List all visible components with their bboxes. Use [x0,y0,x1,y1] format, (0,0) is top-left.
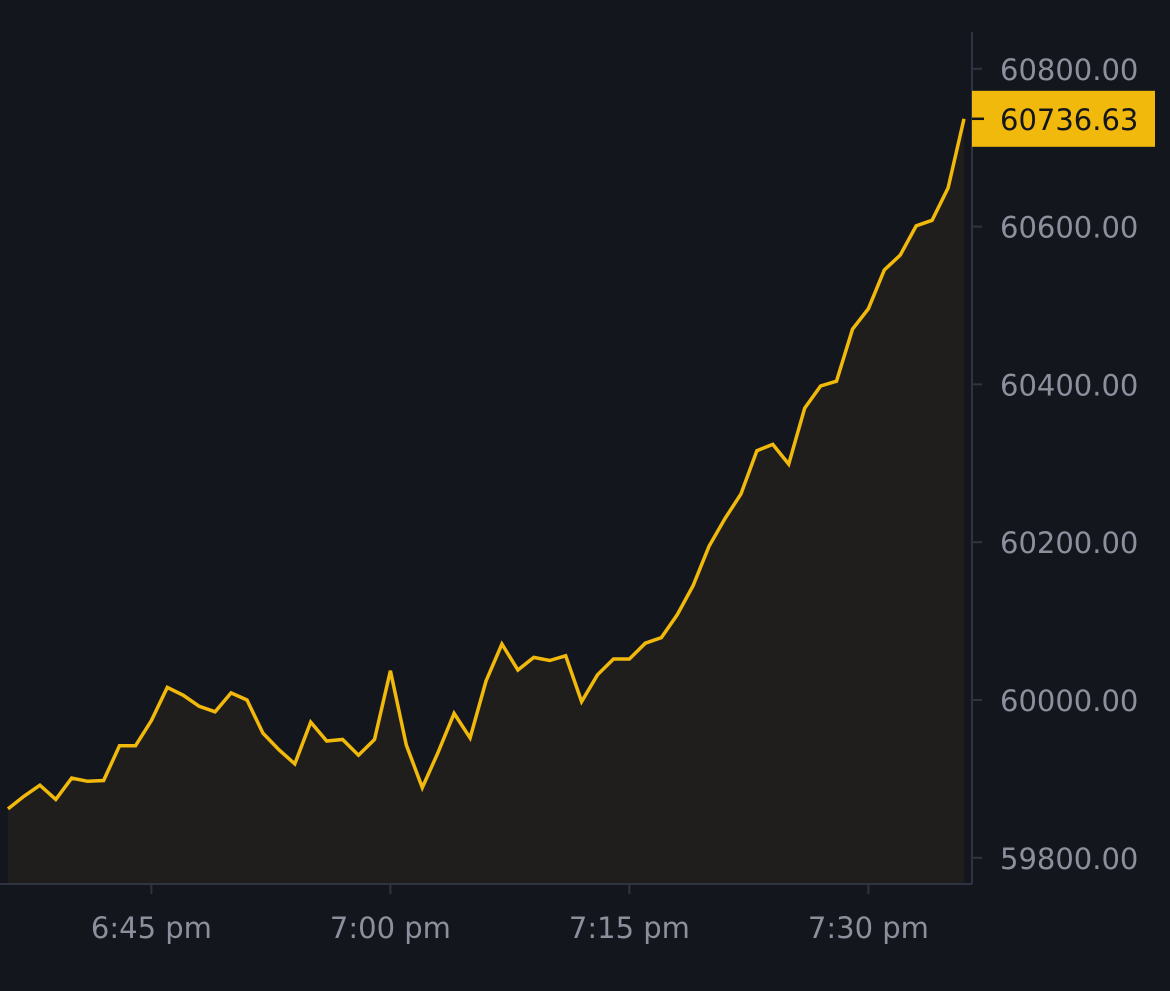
y-tick-label: 60400.00 [1000,368,1138,402]
price-area [8,118,964,885]
x-axis-ticks: 6:45 pm 7:00 pm 7:15 pm 7:30 pm [91,884,929,945]
line-layer [6,118,966,811]
y-tick-label: 60800.00 [1000,53,1138,87]
y-axis-ticks: 60800.00 60600.00 60400.00 60200.00 60000.00… [972,53,1138,876]
last-price-badge [972,90,1155,147]
x-tick-label: 7:30 pm [808,911,929,945]
last-price-label: 60736.63 [1000,103,1138,137]
x-tick-label: 7:15 pm [569,911,690,945]
price-line [6,118,966,811]
y-tick-label: 60600.00 [1000,211,1138,245]
axis-layer [0,32,973,885]
last-price-tag: 60736.63 [972,90,1155,147]
area-layer [8,118,964,885]
x-tick-label: 6:45 pm [91,911,212,945]
y-tick-label: 60000.00 [1000,684,1138,718]
y-tick-label: 60200.00 [1000,526,1138,560]
x-tick-label: 7:00 pm [330,911,451,945]
y-tick-label: 59800.00 [1000,842,1138,876]
